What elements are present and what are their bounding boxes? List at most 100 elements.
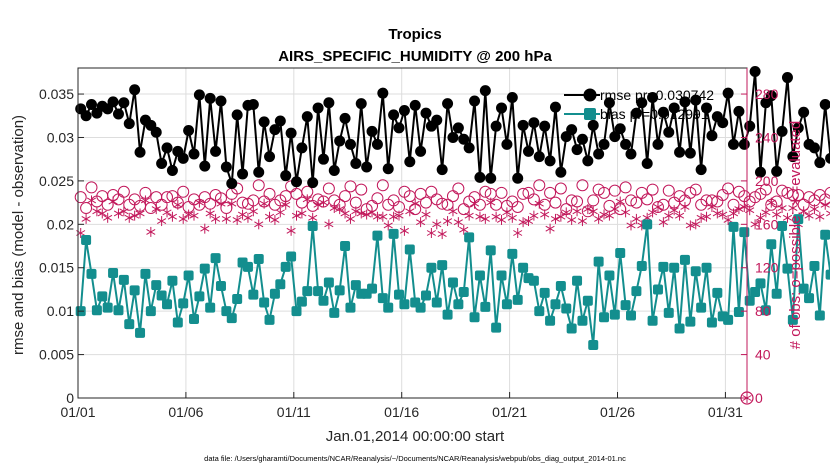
rmse-marker [393,122,405,134]
obs-evaluated-stroke [351,208,361,215]
obs-evaluated-marker [248,206,258,217]
obs-evaluated-stroke [459,226,469,233]
obs-possible-marker [533,179,546,192]
obs-possible-marker [587,194,600,207]
obs-possible-marker [786,189,799,202]
bias-marker [760,305,771,316]
rmse-marker [258,116,270,128]
rmse-marker [215,95,227,107]
bias-marker [545,315,556,326]
obs-possible-marker [759,183,772,196]
bias-marker [750,287,761,298]
bias-marker [766,239,777,250]
obs-evaluated-stroke [583,206,593,213]
y-tick-label: 0.02 [47,216,74,232]
y-tick-label: 0 [66,390,74,406]
rmse-marker [118,97,130,109]
obs-evaluated-stroke [496,217,507,223]
bias-marker [215,280,226,291]
bias-marker [140,268,151,279]
y-right-tick-label: 40 [755,347,771,363]
obs-evaluated-stroke [432,221,442,228]
bias-marker [97,291,108,302]
bias-marker [728,221,739,232]
rmse-marker [474,171,486,183]
rmse-marker [404,156,416,168]
x-tick-label: 01/11 [277,404,311,420]
grid [77,68,747,399]
obs-evaluated-marker [399,225,409,236]
bias-marker [269,288,280,299]
rmse-marker [533,151,545,163]
bias-marker [151,280,162,291]
rmse-marker [636,97,648,109]
obs-evaluated-marker [594,213,604,224]
obs-evaluated-marker [378,211,388,222]
obs-evaluated-marker [680,201,690,212]
obs-possible-marker [80,202,93,215]
rmse-marker [253,166,265,178]
obs-evaluated-marker [270,214,280,225]
bias-marker [302,286,313,297]
obs-evaluated-marker [712,208,722,219]
obs-possible-marker [662,184,675,197]
obs-evaluated-marker [496,214,507,225]
obs-evaluated-stroke [507,214,517,221]
rmse-marker [679,96,691,108]
obs-evaluated-stroke [820,201,830,208]
rmse-marker [247,98,259,110]
rmse-marker [506,92,518,104]
obs-evaluated-marker [97,208,107,219]
obs-evaluated-stroke [696,214,706,221]
rmse-marker [517,119,529,131]
obs-evaluated-stroke [356,210,366,217]
rmse-marker [620,138,632,150]
bias-marker [226,313,237,324]
obs-evaluated-stroke [324,221,334,228]
bias-marker [334,285,345,296]
obs-evaluated-marker [356,208,366,219]
obs-evaluated-stroke [777,205,787,211]
bias-marker [507,248,518,259]
bias-marker [615,247,626,258]
rmse-marker [188,148,200,160]
rmse-marker [350,158,362,170]
obs-evaluated-marker [567,214,577,225]
obs-evaluated-stroke [669,207,679,214]
bias-marker [167,275,178,286]
obs-evaluated-stroke [329,205,339,211]
rmse-marker [652,138,664,150]
bias-marker [793,214,804,225]
rmse-marker [701,102,713,114]
bias-marker [825,269,830,280]
obs-evaluated-stroke [421,211,431,218]
bias-marker [755,278,766,289]
obs-possible-marker [646,183,659,196]
rmse-marker [695,164,707,176]
rmse-marker [264,151,276,163]
rmse-marker [825,152,830,164]
obs-possible-marker [371,192,384,205]
bias-marker [264,314,275,325]
obs-evaluated-stroke [124,214,134,221]
bias-marker [372,230,383,241]
bias-marker [205,302,216,313]
bias-marker [679,254,690,265]
obs-evaluated-stroke [572,208,582,215]
obs-evaluated-stroke [184,211,194,218]
rmse-marker [415,145,427,157]
bias-marker [307,221,318,232]
bias-marker [566,323,577,334]
obs-evaluated-marker [701,211,712,222]
bias-marker [345,302,356,313]
obs-evaluated-marker [809,204,820,215]
bias-marker [631,286,642,297]
obs-evaluated-stroke [561,209,571,216]
rmse-marker [231,109,243,121]
bias-marker [162,299,173,310]
obs-evaluated-marker [502,207,512,218]
y-tick-label: 0.015 [39,260,74,276]
rmse-marker [625,148,637,160]
bias-marker [685,316,696,327]
obs-evaluated-marker [513,228,523,238]
